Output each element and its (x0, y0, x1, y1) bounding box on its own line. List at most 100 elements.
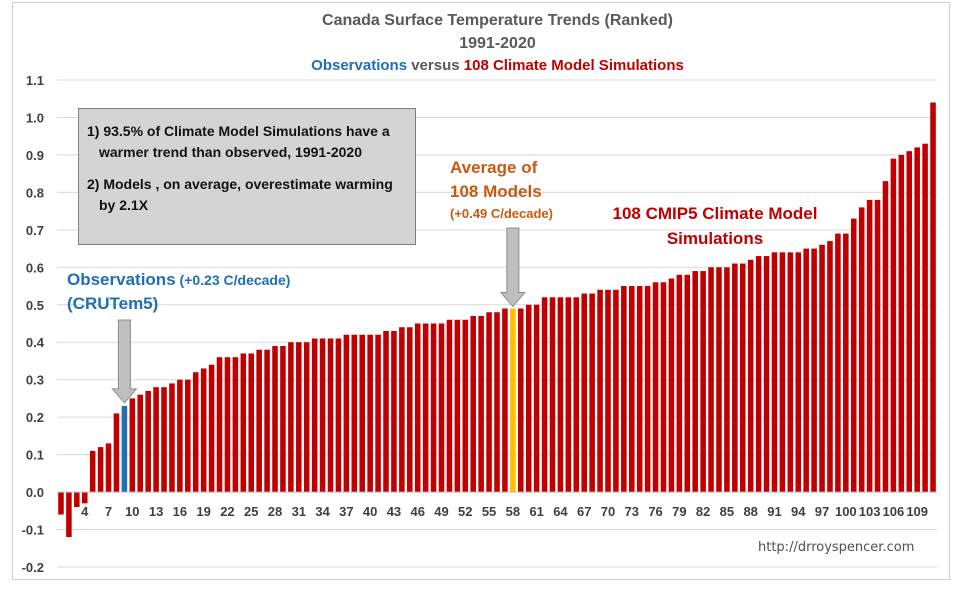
model-bar (192, 372, 199, 493)
cmip-label-line2: Simulations (666, 229, 764, 248)
model-bar (248, 353, 255, 493)
model-bar (430, 323, 437, 493)
summary-box: 1) 93.5% of Climate Model Simulations ha… (78, 108, 416, 245)
x-tick-label: 97 (815, 504, 829, 519)
x-tick-label: 13 (149, 504, 163, 519)
model-bar (827, 241, 833, 493)
x-tick-label: 31 (292, 504, 306, 519)
model-bar (771, 252, 778, 493)
model-bar (660, 282, 667, 493)
x-tick-label: 40 (363, 504, 377, 519)
model-bar (747, 259, 754, 493)
x-tick-label: 85 (720, 504, 734, 519)
average-label-line1: Average of (450, 158, 538, 177)
x-tick-label: 46 (410, 504, 424, 519)
model-bar (399, 327, 405, 493)
x-tick-label: 106 (883, 504, 905, 519)
model-bar (391, 330, 397, 493)
model-bar (478, 316, 484, 493)
x-tick-label: 67 (577, 504, 591, 519)
chart-subtitle-legend: Observations versus 108 Climate Model Si… (0, 57, 960, 74)
model-bar (113, 413, 120, 493)
model-bar (573, 297, 580, 493)
y-tick-label: 1.1 (26, 73, 44, 88)
model-bar (533, 304, 540, 493)
model-bar (502, 308, 508, 493)
source-url: http://drroyspencer.com (758, 540, 915, 555)
model-bar (232, 357, 239, 493)
model-bar (565, 297, 572, 493)
model-bar (763, 256, 770, 493)
model-bar (288, 342, 294, 493)
model-bar (224, 357, 231, 493)
x-tick-label: 25 (244, 504, 258, 519)
chart-subtitle: 1991-2020 (459, 35, 536, 52)
model-bar (692, 271, 698, 493)
chart-frame (12, 2, 950, 580)
model-bar (549, 297, 556, 493)
model-bar (589, 293, 595, 493)
x-tick-label: 4 (81, 504, 89, 519)
model-bar (327, 338, 334, 493)
model-bar (724, 267, 730, 493)
cmip-label-line1: 108 CMIP5 Climate Model (612, 204, 818, 223)
model-bar (922, 143, 928, 493)
model-bar (557, 297, 564, 493)
model-bar (177, 379, 183, 493)
x-tick-label: 16 (173, 504, 187, 519)
x-tick-label: 19 (196, 504, 210, 519)
model-bar (613, 289, 619, 493)
model-bar (700, 271, 706, 493)
summary-point-1: 1) 93.5% of Climate Model Simulations ha… (87, 123, 390, 160)
model-bar (58, 492, 64, 515)
y-tick-label: 0.0 (26, 485, 44, 500)
model-bar (898, 154, 905, 493)
average-label-line2: 108 Models (450, 182, 542, 201)
model-bar (739, 263, 746, 493)
model-bar (597, 289, 603, 493)
model-bar (732, 263, 738, 493)
model-bar (161, 387, 167, 493)
model-bar (906, 151, 913, 493)
model-bar (755, 256, 762, 493)
model-bar (652, 282, 659, 493)
observations-annotation: Observations (+0.23 C/decade) (67, 270, 290, 290)
observations-trend: (+0.23 C/decade) (175, 272, 291, 288)
x-tick-label: 64 (553, 504, 568, 519)
x-tick-label: 55 (482, 504, 496, 519)
model-bar (850, 218, 857, 493)
model-bar (256, 349, 262, 493)
model-bar (200, 368, 207, 493)
model-bar (470, 316, 476, 493)
x-tick-label: 100 (835, 504, 857, 519)
model-bar (874, 199, 881, 493)
y-tick-label: 1.0 (26, 110, 44, 125)
model-bar (811, 248, 817, 493)
x-tick-label: 28 (268, 504, 282, 519)
x-tick-label: 10 (125, 504, 139, 519)
average-bar (510, 308, 516, 493)
model-bar (264, 349, 270, 493)
model-bar (914, 147, 920, 493)
model-bar (890, 158, 897, 493)
observation-bar (121, 405, 128, 493)
model-bar (541, 297, 548, 493)
model-bar (684, 274, 691, 493)
model-bar (351, 334, 358, 493)
x-tick-label: 43 (387, 504, 401, 519)
model-bar (216, 357, 223, 493)
model-bar (518, 308, 524, 493)
model-bar (422, 323, 429, 493)
chart-title: Canada Surface Temperature Trends (Ranke… (322, 12, 673, 29)
x-tick-label: 34 (315, 504, 330, 519)
y-tick-label: 0.8 (26, 185, 44, 200)
x-tick-label: 109 (906, 504, 928, 519)
y-tick-label: 0.1 (26, 448, 44, 463)
model-bar (605, 289, 611, 493)
legend-observations: Observations (311, 57, 408, 74)
y-tick-label: 0.4 (26, 335, 45, 350)
model-bar (835, 233, 841, 493)
model-bar (335, 338, 342, 493)
model-bar (145, 390, 151, 493)
model-bar (803, 248, 809, 493)
